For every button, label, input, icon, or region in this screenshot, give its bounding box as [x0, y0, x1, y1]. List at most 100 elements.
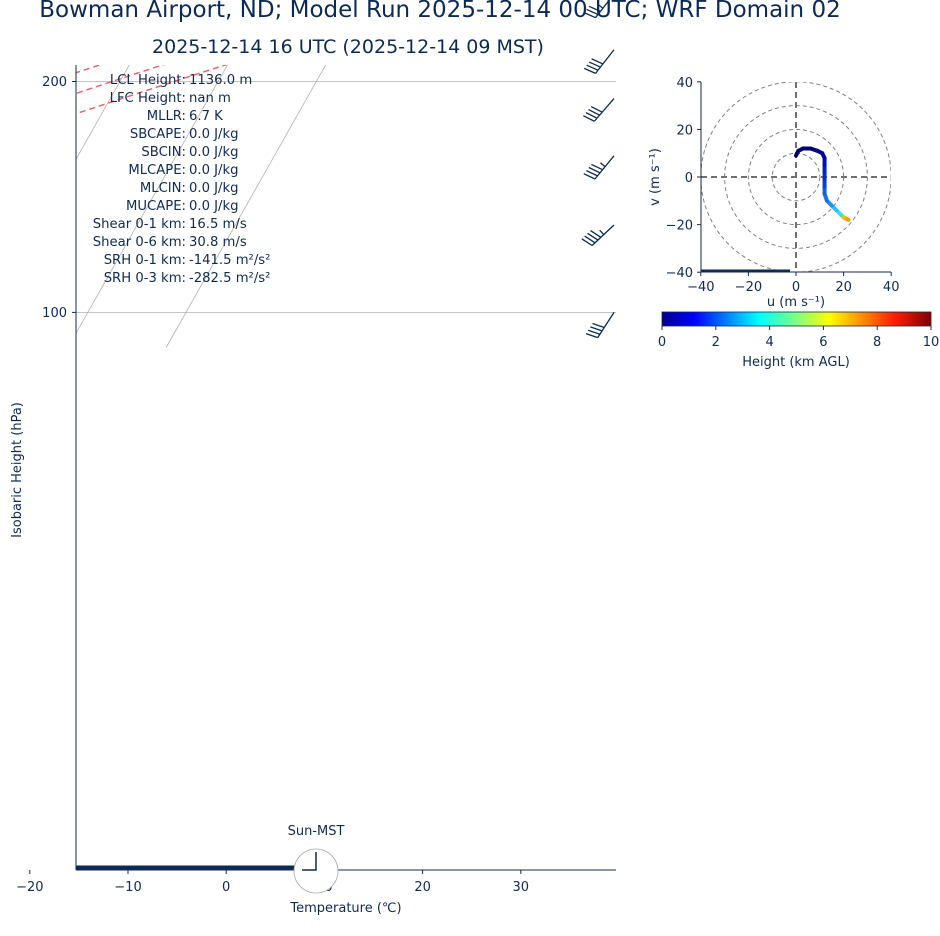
- hodograph-segment: [794, 148, 801, 158]
- wind-barb: [583, 155, 615, 180]
- hodograph-y-label: v (m s⁻¹): [648, 148, 663, 206]
- stat-row: LFC Height: nan m: [76, 90, 270, 108]
- sun-clock-icon: [293, 848, 339, 894]
- stat-value: 1136.0 m: [189, 73, 253, 88]
- stat-value: -141.5 m²/s²: [189, 253, 271, 268]
- hodograph-y-tick-label: 0: [685, 171, 693, 186]
- chart-subtitle: 2025-12-14 16 UTC (2025-12-14 09 MST): [152, 36, 544, 58]
- stat-row: Shear 0-1 km: 16.5 m/s: [76, 216, 270, 234]
- barb-feather: [588, 61, 601, 68]
- y-axis-label: Isobaric Height (hPa): [10, 402, 25, 538]
- clock-hands-icon: [302, 852, 317, 871]
- barb-feather: [585, 112, 598, 119]
- y-tick-label: 200: [42, 75, 67, 90]
- hodograph-y-tick-label: −20: [666, 219, 693, 234]
- hodograph-ring: [771, 152, 821, 202]
- stat-label: SRH 0-1 km:: [103, 253, 186, 268]
- colorbar-tick-label: 4: [765, 335, 773, 350]
- barb-feather: [591, 163, 603, 171]
- colorbar-tick-label: 8: [873, 335, 881, 350]
- barb-feather: [581, 238, 593, 247]
- barb-feather: [592, 322, 605, 329]
- colorbar-tick-label: 0: [658, 335, 666, 350]
- stat-label: LCL Height:: [109, 73, 186, 88]
- stat-value: 0.0 J/kg: [189, 181, 239, 196]
- stat-row: SBCAPE: 0.0 J/kg: [76, 126, 270, 144]
- colorbar-tick-label: 2: [712, 335, 720, 350]
- stat-value: 30.8 m/s: [189, 235, 247, 250]
- barb-staff: [591, 224, 615, 246]
- stat-row: MLLR: 6.7 K: [76, 108, 270, 126]
- chart-title: Bowman Airport, ND; Model Run 2025-12-14…: [39, 0, 841, 23]
- stat-label: MLCIN:: [139, 181, 186, 196]
- moist-adiabat: [0, 0, 11, 312]
- barb-feather: [600, 162, 606, 168]
- isotherm-line: [76, 65, 228, 335]
- hodograph-x-label: u (m s⁻¹): [767, 295, 825, 310]
- barb-staff: [593, 98, 615, 122]
- stat-label: MUCAPE:: [126, 199, 186, 214]
- colorbar-tick-label: 6: [819, 335, 827, 350]
- hodograph-x-tick-label: −20: [735, 280, 762, 295]
- stat-row: SRH 0-1 km: -141.5 m²/s²: [76, 252, 271, 270]
- stat-row: SBCIN: 0.0 J/kg: [76, 144, 270, 162]
- dry-adiabat: [0, 0, 16, 312]
- stat-label: MLLR:: [146, 109, 186, 124]
- hodograph-x-tick-label: 0: [792, 280, 800, 295]
- hodograph-plot: [701, 82, 891, 272]
- barb-feather: [583, 67, 596, 74]
- x-axis-label: Temperature (℃): [289, 901, 401, 916]
- wind-barb: [583, 0, 611, 19]
- barb-feather: [587, 329, 601, 335]
- stat-value: 0.0 J/kg: [189, 127, 239, 142]
- x-tick-label: 0: [222, 880, 230, 895]
- stat-value: 0.0 J/kg: [189, 145, 239, 160]
- barb-feather: [586, 169, 598, 177]
- colorbar: [661, 311, 932, 327]
- x-tick-label: 20: [414, 880, 431, 895]
- barb-feather: [586, 64, 599, 71]
- stat-label: SRH 0-3 km:: [103, 271, 186, 286]
- barb-feather: [584, 235, 596, 244]
- stat-value: 16.5 m/s: [189, 217, 247, 232]
- moist-adiabat: [0, 0, 59, 312]
- plot-area: [0, 0, 616, 870]
- stat-label: Shear 0-6 km:: [92, 235, 186, 250]
- barb-staff: [594, 0, 611, 19]
- hodograph-y-tick-label: 20: [676, 123, 693, 138]
- barb-feather: [583, 115, 595, 122]
- stat-value: -282.5 m²/s²: [189, 271, 271, 286]
- barb-feather: [587, 232, 599, 241]
- stat-value: nan m: [189, 91, 231, 106]
- wind-barb: [583, 98, 615, 122]
- stat-row: MLCIN: 0.0 J/kg: [76, 180, 270, 198]
- sounding-parameters: LCL Height: 1136.0 m LFC Height: nan m MLL…: [76, 72, 271, 288]
- isotherm-line: [0, 0, 48, 348]
- x-tick-label: 30: [513, 880, 530, 895]
- barb-feather: [591, 58, 604, 65]
- stat-row: SRH 0-3 km: -282.5 m²/s²: [76, 270, 271, 288]
- barb-staff: [595, 49, 615, 74]
- stat-row: Shear 0-6 km: 30.8 m/s: [76, 234, 270, 252]
- barb-feather: [588, 166, 601, 174]
- stat-label: LFC Height:: [109, 91, 186, 106]
- barb-feather: [588, 109, 600, 116]
- wind-barb: [585, 312, 615, 339]
- hodograph-x-tick-label: −40: [687, 280, 714, 295]
- stat-row: MLCAPE: 0.0 J/kg: [76, 162, 270, 180]
- barb-feather: [590, 326, 603, 332]
- barb-feather: [586, 8, 599, 16]
- stat-row: MUCAPE: 0.0 J/kg: [76, 198, 270, 216]
- stat-row: LCL Height: 1136.0 m: [76, 72, 270, 90]
- stat-label: Shear 0-1 km:: [92, 217, 186, 232]
- x-tick-label: −10: [114, 880, 141, 895]
- stat-value: 0.0 J/kg: [189, 163, 239, 178]
- stat-value: 0.0 J/kg: [189, 199, 239, 214]
- sun-time-label: Sun-MST: [288, 824, 345, 839]
- barb-feather: [590, 105, 603, 113]
- barb-feather: [597, 4, 604, 9]
- barb-staff: [597, 312, 615, 338]
- hodograph-y-tick-label: 40: [676, 76, 693, 91]
- barb-feather: [583, 173, 596, 180]
